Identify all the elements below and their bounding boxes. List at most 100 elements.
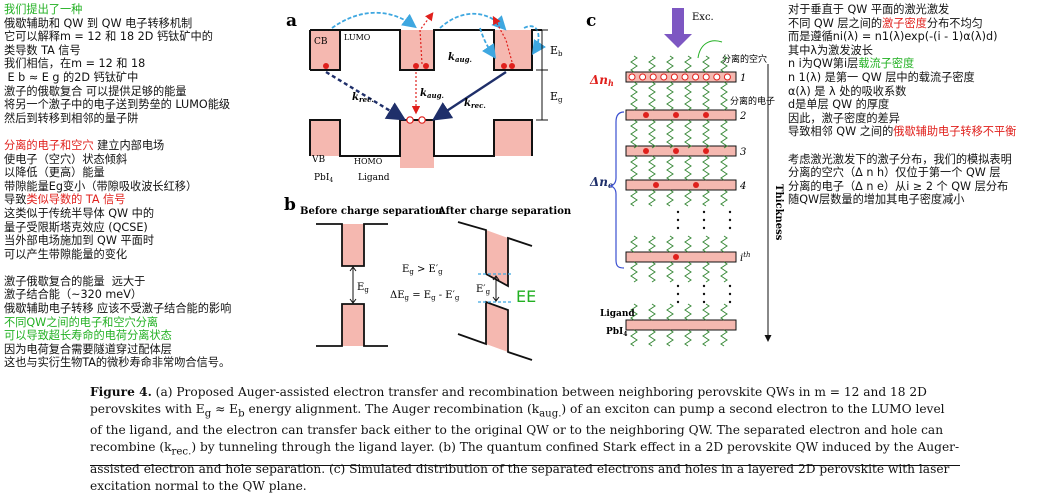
before-eg-arrow: [349, 266, 357, 304]
ligand-zigzag: [720, 155, 728, 181]
ligand-zigzag: [702, 55, 710, 73]
ligand-zigzag: [630, 189, 638, 207]
electron-dot: [643, 112, 649, 118]
ellipsis-dot: [728, 300, 732, 304]
ligand-zigzag: [702, 81, 710, 111]
ligand-zigzag: [648, 303, 656, 321]
electron-dot: [693, 182, 699, 188]
note-line: 以降低（更高）能量: [4, 166, 105, 180]
after-vb-well: [486, 302, 508, 352]
note-line: [4, 261, 231, 275]
before-label: Before charge separation: [300, 206, 443, 217]
ellipsis-dot: [676, 210, 680, 214]
ligand-zigzag: [630, 235, 638, 253]
ligand-zigzag: [630, 119, 638, 149]
after-vb-edge: [457, 300, 533, 361]
ligand-zigzag: [684, 235, 692, 253]
ligand-zigzag: [702, 303, 710, 321]
ellipsis-dot: [676, 300, 680, 304]
ligand-zigzag: [684, 329, 692, 347]
note-line: 使电子（空穴）状态倾斜: [4, 152, 128, 166]
note-line: 随QW层数量的增加其电子密度减小: [788, 193, 965, 207]
note-line: 分离的电子和空穴 建立内部电场: [4, 138, 165, 152]
note-line: 因为电荷复合需要隧道穿过配体层: [4, 342, 172, 356]
krec-arrow: [431, 70, 507, 121]
after-label: After charge separation: [437, 206, 572, 217]
delta-nh-label: Δnh: [589, 73, 614, 88]
layer-stack: 1 2 3 4 ith: [625, 55, 751, 347]
note-line: α(λ) 是 λ 处的吸收系数: [788, 84, 907, 98]
before-cb-well: [342, 224, 364, 266]
ligand-zigzag: [720, 303, 728, 321]
after-eg-label: E′g: [476, 284, 491, 296]
note-line: 这也与实衍生物TA的微秒寿命非常吻合信号。: [4, 356, 231, 370]
eb-label: Eb: [550, 44, 563, 58]
ligand-zigzag: [666, 119, 674, 149]
ellipsis-dot: [728, 218, 732, 222]
homo-label: HOMO: [354, 157, 383, 166]
ligand-zigzag: [684, 303, 692, 321]
note-line: 考虑激光激发下的激子分布，我们的模拟表明: [788, 152, 1012, 166]
ligand-zigzag: [666, 55, 674, 73]
note-line: 我们相信，在m = 12 和 18: [4, 57, 146, 71]
electron-dot: [413, 63, 419, 69]
ligand-zigzag: [684, 189, 692, 207]
ligand-label-c: Ligand: [600, 309, 635, 319]
delta-label: ΔEg = Eg - E′g: [390, 290, 460, 302]
after-cb-well: [486, 230, 508, 286]
qw-layer: [625, 109, 737, 121]
ellipsis-dot: [728, 284, 732, 288]
ligand-zigzag: [666, 235, 674, 253]
note-line: 激子的俄歇复合 可以提供足够的能量: [4, 84, 187, 98]
cyan-arrow: [331, 11, 417, 29]
before-vb-well: [342, 304, 364, 346]
cyan-arrow: [479, 27, 496, 59]
note-line: d是单层 QW 的厚度: [788, 98, 890, 112]
ligand-zigzag: [702, 155, 710, 181]
pbi4-label-c: PbI4: [606, 327, 627, 338]
hole-circle: [628, 73, 636, 81]
hole-circle: [670, 73, 678, 81]
note-line: 俄歇辅助和 QW 到 QW 电子转移机制: [4, 16, 193, 30]
hole-circle: [681, 73, 689, 81]
electron-note: 分离的电子: [730, 95, 775, 107]
eb-bracket: [536, 29, 548, 121]
ellipsis-dot: [676, 292, 680, 296]
ellipsis-dot: [728, 226, 732, 230]
hole-circle: [692, 73, 700, 81]
layer-index-label: 4: [739, 181, 746, 192]
ligand-zigzag: [684, 155, 692, 181]
hole-circle: [649, 73, 657, 81]
delta-ne-label: Δne: [589, 175, 613, 190]
ligand-zigzag: [684, 81, 692, 111]
ligand-zigzag: [630, 261, 638, 283]
ellipsis-dot: [676, 218, 680, 222]
note-line: 可以导致超长寿命的电荷分离状态: [4, 329, 172, 343]
ligand-zigzag: [648, 55, 656, 73]
note-line: 激子俄歇复合的能量 远大于: [4, 274, 146, 288]
note-line: 俄歇辅助电子转移 应该不受激子结合能的影响: [4, 302, 232, 316]
note-line: 将另一个激子中的电子送到势垒的 LUMO能级: [4, 98, 231, 112]
note-line: n i为QW第i层载流子密度: [788, 57, 915, 71]
note-line: 然后到转移到相邻的量子阱: [4, 111, 139, 125]
note-line: 不同QW之间的电子和空穴分离: [4, 315, 159, 329]
ligand-zigzag: [702, 235, 710, 253]
hole-circle: [406, 116, 414, 124]
vb-well-1: [310, 120, 340, 156]
caption-fig-label: Figure 4.: [90, 385, 152, 399]
qw-layer: [625, 145, 737, 157]
cb-label: CB: [314, 37, 328, 47]
handwriting-mark: EE: [516, 287, 536, 306]
panel-a-letter: a: [286, 11, 297, 31]
caption-rule: [90, 465, 960, 466]
layer-index-label: 2: [739, 111, 746, 122]
ligand-zigzag: [720, 189, 728, 207]
ellipsis-dot: [702, 300, 706, 304]
note-line: 激子结合能（~320 meV）: [4, 288, 143, 302]
figure-caption: Figure 4. (a) Proposed Auger-assisted el…: [90, 385, 960, 493]
ligand-zigzag: [630, 303, 638, 321]
panel-b-letter: b: [284, 195, 296, 215]
ellipsis-dot: [728, 292, 732, 296]
electron-dot: [643, 148, 649, 154]
lumo-label: LUMO: [344, 33, 371, 42]
